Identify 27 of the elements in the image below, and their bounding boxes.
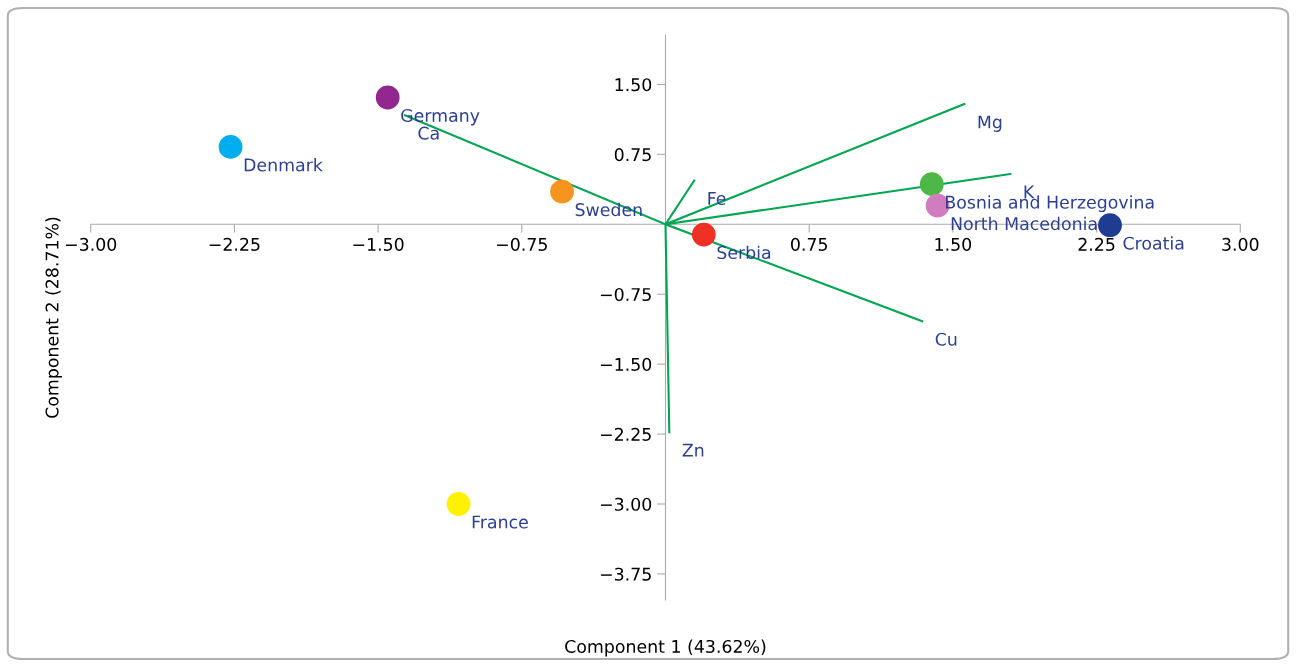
annotation: Ca: [418, 126, 439, 140]
annotation: Croatia: [1123, 236, 1184, 250]
annotation: Cu: [935, 332, 957, 346]
x-axis-title: Component 1 (43.62%): [565, 639, 766, 657]
x-tick-label: −3.00: [65, 237, 117, 251]
annotation: Fe: [708, 192, 726, 206]
y-tick-label: −2.25: [600, 427, 651, 441]
y-axis-title: Component 2 (28.71%): [45, 217, 62, 418]
annotation: Mg: [978, 115, 1002, 132]
y-tick-label: 1.50: [615, 78, 652, 92]
x-tick-label: −1.50: [353, 237, 404, 251]
y-tick-label: −0.75: [600, 287, 651, 302]
y-tick-label: −3.00: [600, 497, 652, 511]
y-tick-label: 0.75: [614, 148, 651, 162]
x-tick-label: 2.25: [1078, 237, 1115, 251]
annotation: North Macedonia: [951, 216, 1097, 231]
annotation: Germany: [401, 108, 480, 126]
x-tick-label: −2.25: [209, 237, 260, 251]
y-tick-label: −1.50: [600, 357, 652, 371]
annotation: Zn: [682, 443, 704, 457]
annotation: Denmark: [244, 158, 323, 172]
annotation: France: [472, 515, 528, 529]
y-tick-label: −3.75: [600, 567, 651, 581]
x-tick-label: 0.75: [791, 237, 827, 251]
x-tick-label: 1.50: [935, 237, 972, 251]
x-tick-label: −0.75: [497, 237, 547, 251]
x-tick-label: 3.00: [1222, 237, 1259, 251]
